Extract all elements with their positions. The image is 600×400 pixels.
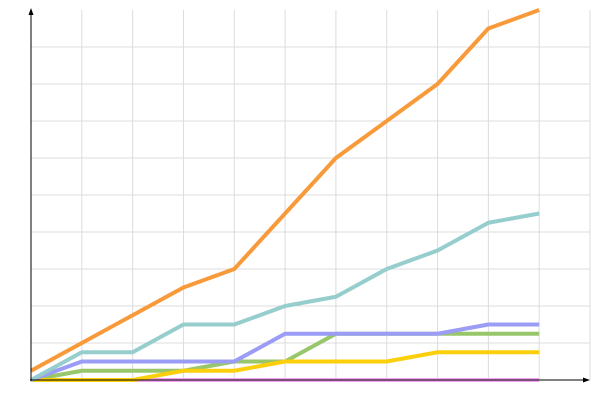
y-axis-arrow [28, 8, 34, 15]
series-line [30, 8, 540, 373]
series-line [30, 322, 540, 382]
axes [28, 8, 590, 383]
x-axis-arrow [583, 377, 590, 383]
grid [31, 10, 591, 380]
series-line [30, 211, 540, 382]
